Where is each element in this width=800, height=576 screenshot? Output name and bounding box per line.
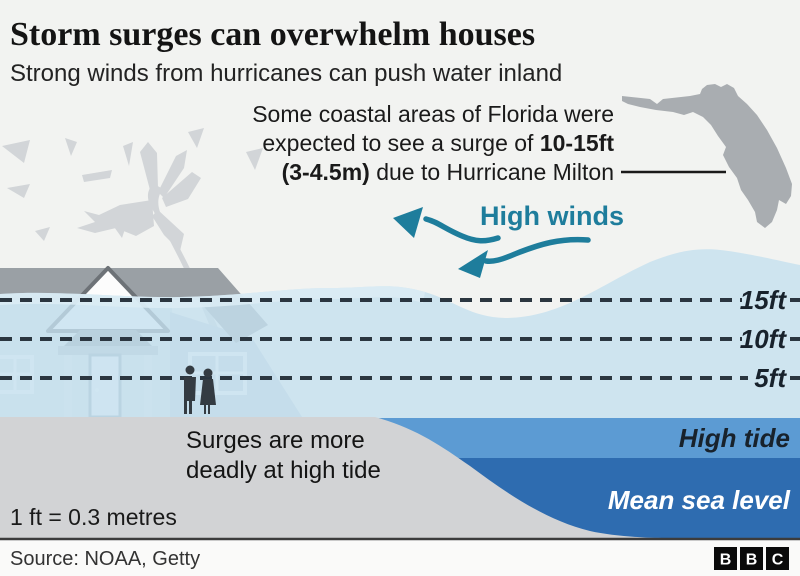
- page-subtitle: Strong winds from hurricanes can push wa…: [10, 60, 562, 87]
- depth-label-15ft: 15ft: [740, 285, 788, 315]
- footer-background: [0, 540, 800, 576]
- page-title: Storm surges can overwhelm houses: [10, 16, 535, 53]
- bbc-logo-block-2: [740, 547, 763, 570]
- scale-note: 1 ft = 0.3 metres: [10, 504, 177, 530]
- wave-highlight: [0, 286, 425, 309]
- depth-label-10ft: 10ft: [740, 324, 788, 354]
- depth-label-5ft: 5ft: [754, 363, 787, 393]
- bbc-logo: B B C: [714, 547, 789, 570]
- wind-arrowhead-lower: [458, 250, 488, 278]
- person-woman: [200, 368, 216, 414]
- wind-arrows: High winds: [393, 201, 624, 278]
- florida-silhouette: [622, 84, 792, 228]
- wind-arrow-upper: [423, 216, 501, 244]
- annotation-line-3: (3-4.5m) due to Hurricane Milton: [282, 159, 614, 185]
- wind-arrow-lower: [483, 236, 591, 264]
- surge-note-line-2: deadly at high tide: [186, 457, 381, 484]
- people-silhouettes: [184, 365, 216, 414]
- surge-note-line-1: Surges are more: [186, 427, 365, 454]
- high-tide-label: High tide: [679, 423, 790, 453]
- bbc-logo-block-1: [714, 547, 737, 570]
- annotation-text: Some coastal areas of Florida were expec…: [252, 101, 614, 185]
- house-roof: [0, 268, 268, 343]
- wind-label: High winds: [480, 201, 624, 231]
- person-man: [184, 365, 196, 414]
- annotation-line-1: Some coastal areas of Florida were: [252, 101, 614, 127]
- bbc-logo-letter: C: [772, 552, 784, 569]
- bbc-logo-block-3: [766, 547, 789, 570]
- ground: [0, 417, 665, 538]
- depth-lines: [0, 298, 800, 380]
- wind-arrowhead-upper: [393, 207, 423, 238]
- annotation-line-2: expected to see a surge of 10-15ft: [262, 130, 614, 156]
- mean-sea-level-label: Mean sea level: [608, 485, 791, 515]
- bbc-logo-letter: B: [720, 552, 732, 569]
- florida-map: [621, 84, 792, 228]
- bbc-logo-letter: B: [746, 552, 758, 569]
- source-text: Source: NOAA, Getty: [10, 548, 200, 570]
